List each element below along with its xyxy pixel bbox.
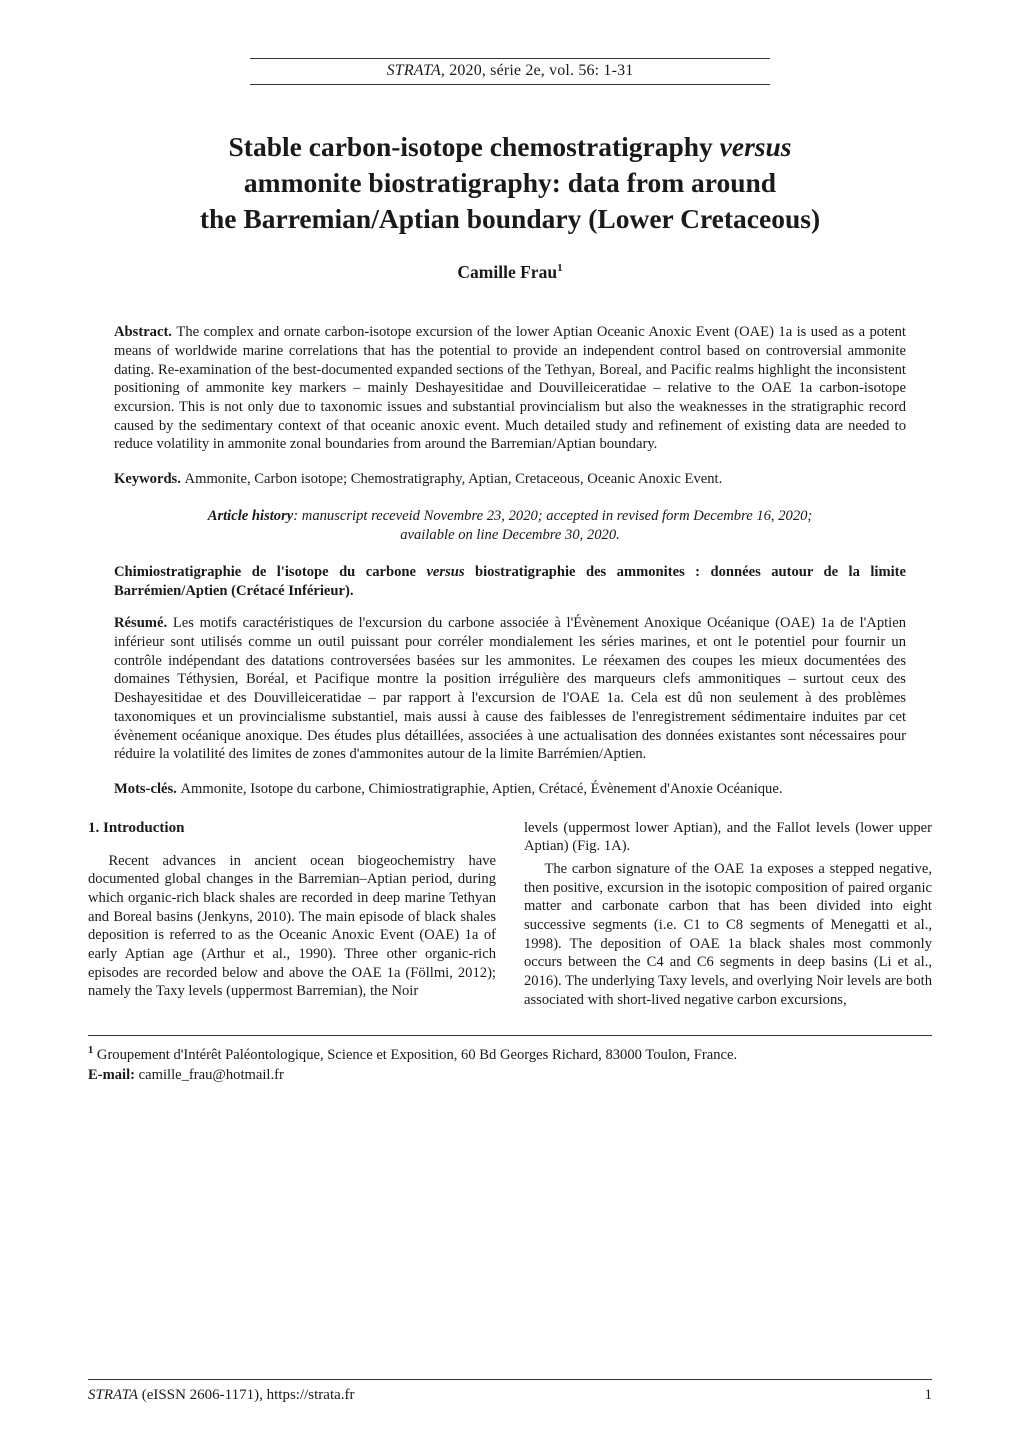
article-history: Article history: manuscript receveid Nov…	[114, 507, 906, 546]
resume-text: Les motifs caractéristiques de l'excursi…	[114, 615, 906, 762]
affiliation-text: Groupement d'Intérêt Paléontologique, Sc…	[93, 1047, 737, 1063]
affiliation-rule	[88, 1035, 932, 1036]
section-heading-intro: 1. Introduction	[88, 819, 496, 838]
running-head-rest: , 2020, série 2e, vol. 56: 1-31	[441, 62, 633, 79]
running-head: STRATA, 2020, série 2e, vol. 56: 1-31	[250, 58, 770, 85]
abstract-text: The complex and ornate carbon-isotope ex…	[114, 324, 906, 452]
abstract-label: Abstract.	[114, 324, 176, 340]
body-columns: 1. Introduction Recent advances in ancie…	[88, 819, 932, 1014]
footer-rest: (eISSN 2606-1171), https://strata.fr	[138, 1387, 355, 1403]
article-title: Stable carbon-isotope chemostratigraphy …	[118, 129, 902, 236]
french-title-pre: Chimiostratigraphie de l'isotope du carb…	[114, 564, 426, 580]
title-line3: the Barremian/Aptian boundary (Lower Cre…	[200, 203, 820, 234]
column-left: 1. Introduction Recent advances in ancie…	[88, 819, 496, 1014]
title-versus: versus	[720, 131, 792, 162]
keywords-label: Keywords.	[114, 471, 185, 487]
abstract-block: Abstract. The complex and ornate carbon-…	[114, 323, 906, 454]
footer-journal: STRATA	[88, 1387, 138, 1403]
author-line: Camille Frau1	[88, 262, 932, 283]
intro-paragraph-right-2: The carbon signature of the OAE 1a expos…	[524, 860, 932, 1009]
title-line2: ammonite biostratigraphy: data from arou…	[244, 167, 776, 198]
mots-label: Mots-clés.	[114, 781, 180, 797]
history-line2: available on line Decembre 30, 2020.	[400, 527, 620, 543]
footer-left: STRATA (eISSN 2606-1171), https://strata…	[88, 1387, 355, 1404]
page-footer: STRATA (eISSN 2606-1171), https://strata…	[88, 1387, 932, 1404]
column-right: levels (uppermost lower Aptian), and the…	[524, 819, 932, 1014]
email-label: E-mail:	[88, 1067, 135, 1083]
author-name: Camille Frau	[457, 262, 557, 282]
running-head-journal: STRATA	[387, 62, 441, 79]
email-value: camille_frau@hotmail.fr	[135, 1067, 284, 1083]
history-label: Article history	[208, 508, 294, 524]
intro-paragraph-left: Recent advances in ancient ocean biogeoc…	[88, 852, 496, 1001]
title-line1-pre: Stable carbon-isotope chemostratigraphy	[229, 131, 720, 162]
french-abstract: Résumé. Les motifs caractéristiques de l…	[114, 614, 906, 763]
french-title-versus: versus	[426, 564, 464, 580]
affiliation-block: 1 Groupement d'Intérêt Paléontologique, …	[88, 1044, 932, 1085]
keywords-block: Keywords. Ammonite, Carbon isotope; Chem…	[114, 470, 906, 489]
resume-label: Résumé.	[114, 615, 173, 631]
mots-text: Ammonite, Isotope du carbone, Chimiostra…	[180, 781, 782, 797]
footer-rule	[88, 1379, 932, 1380]
french-keywords: Mots-clés. Ammonite, Isotope du carbone,…	[114, 780, 906, 799]
intro-paragraph-right-1: levels (uppermost lower Aptian), and the…	[524, 819, 932, 856]
french-title: Chimiostratigraphie de l'isotope du carb…	[114, 563, 906, 600]
history-line1: : manuscript receveid Novembre 23, 2020;…	[293, 508, 812, 524]
author-affil-sup: 1	[557, 262, 563, 274]
page-number: 1	[925, 1387, 933, 1404]
keywords-text: Ammonite, Carbon isotope; Chemostratigra…	[185, 471, 723, 487]
